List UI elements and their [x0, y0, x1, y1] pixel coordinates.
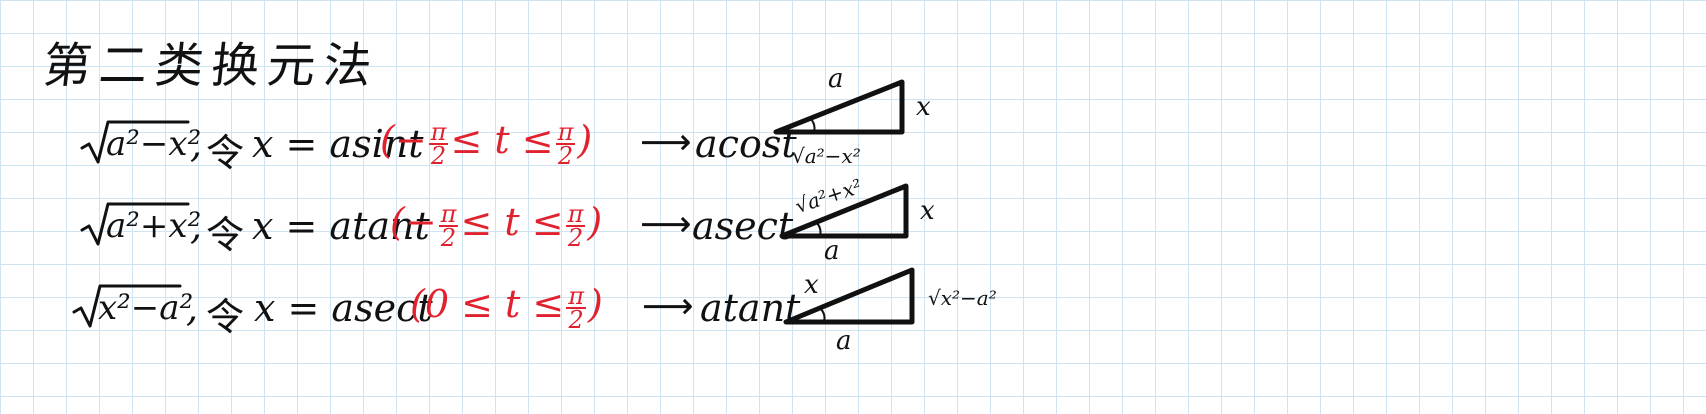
triangle-label-opposite: x — [920, 196, 935, 226]
condition-open: (− — [380, 118, 427, 162]
substitution: x = atant — [252, 204, 430, 248]
page-title: 第二类换元法 — [40, 38, 383, 94]
condition: (− π 2 ≤ t ≤ π 2) — [380, 117, 593, 170]
let-label: 令 — [206, 213, 245, 257]
fraction-numerator: π — [566, 281, 586, 310]
triangle-label-adjacent: √a²−x² — [792, 144, 861, 168]
radicand: a²+x² — [106, 206, 202, 246]
let-label: 令 — [206, 131, 245, 175]
triangle-label-hypotenuse: x — [804, 270, 819, 300]
sqrt-expression: a²−x² — [80, 118, 201, 166]
fraction-denominator: 2 — [567, 223, 584, 252]
let-label: 令 — [206, 295, 245, 339]
radical-sign-icon — [80, 202, 190, 246]
radicand: a²−x² — [106, 124, 202, 164]
result: asect — [692, 204, 794, 248]
right-triangle-icon — [773, 79, 905, 135]
fraction-numerator: π — [438, 199, 459, 228]
fraction-numerator: π — [565, 199, 586, 228]
right-triangle-icon — [783, 267, 915, 325]
sqrt-expression: a²+x² — [80, 200, 201, 248]
radical-sign-icon — [80, 120, 190, 164]
condition: (0 ≤ t ≤ π 2) — [410, 281, 603, 334]
condition-close: ) — [587, 282, 603, 326]
condition-middle: ≤ t ≤ — [460, 200, 564, 244]
comma: , — [190, 204, 203, 248]
fraction-numerator: π — [555, 117, 576, 146]
triangle-label-opposite: x — [916, 92, 931, 122]
fraction-denominator: 2 — [440, 223, 457, 252]
arrow-icon: ⟶ — [640, 204, 692, 245]
fraction-numerator: π — [428, 117, 449, 146]
comma: , — [190, 122, 203, 166]
radicand: x²−a² — [98, 288, 194, 328]
triangle-diagram-3: x √x²−a² a — [780, 266, 1020, 366]
condition: (− π 2 ≤ t ≤ π 2) — [390, 199, 603, 252]
arrow-icon: ⟶ — [640, 122, 692, 163]
fraction-denominator: 2 — [557, 141, 574, 170]
substitution: x = asect — [254, 286, 433, 330]
condition-open: (− — [390, 200, 437, 244]
triangle-label-adjacent: a — [824, 236, 840, 266]
triangle-label-opposite: √x²−a² — [928, 286, 997, 310]
comma: , — [186, 286, 199, 330]
triangle-diagram-2: √a²+x² x a — [776, 174, 956, 282]
triangle-label-adjacent: a — [836, 326, 852, 356]
condition-close: ) — [577, 118, 593, 162]
condition-open: (0 ≤ t ≤ — [410, 282, 565, 326]
condition-close: ) — [587, 200, 603, 244]
condition-middle: ≤ t ≤ — [450, 118, 554, 162]
substitution: x = asint — [252, 122, 424, 166]
right-triangle-icon — [779, 183, 909, 239]
arrow-icon: ⟶ — [642, 286, 694, 327]
radical-sign-icon — [72, 284, 182, 328]
triangle-label-hypotenuse: a — [828, 64, 844, 94]
fraction-denominator: 2 — [568, 305, 584, 334]
triangle-diagram-1: a x √a²−x² — [770, 64, 950, 178]
sqrt-expression: x²−a² — [72, 282, 193, 330]
fraction-denominator: 2 — [430, 141, 447, 170]
